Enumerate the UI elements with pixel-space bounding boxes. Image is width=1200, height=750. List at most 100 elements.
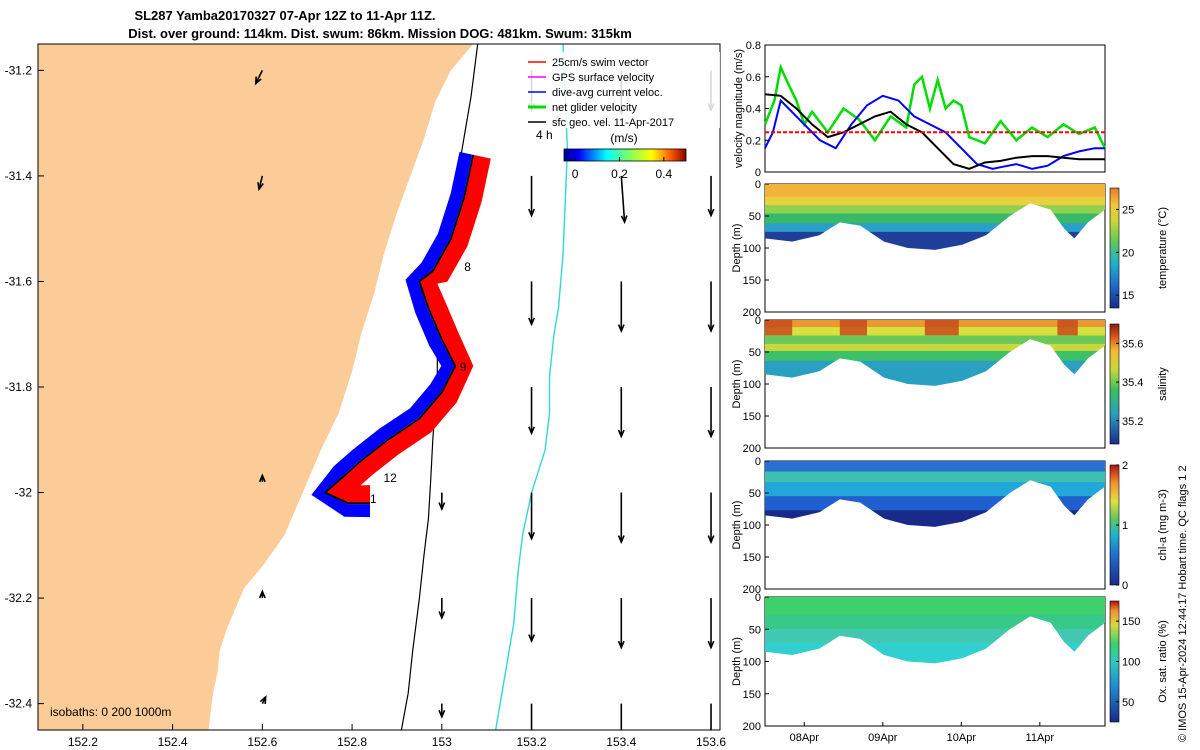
legend-label-0: 25cm/s swim vector [552,57,649,69]
section-2-y-tick-2: 100 [743,520,761,532]
section-0-y-tick-1: 50 [749,211,761,223]
map-x-tick-4: 153 [432,735,452,749]
vel-y-tick-1: 0.2 [746,135,761,147]
isobaths-label: isobaths: 0 200 1000m [50,705,171,719]
section-0-cbar-label: temperature (°C) [1157,207,1169,289]
vel-ylabel: velocity magnitude (m/s) [733,49,745,168]
sfc-geo-arrow-9 [617,281,625,334]
land-area [38,44,474,730]
section-1-cbar-tick-0: 35.2 [1122,416,1143,428]
sfc-geo-arrow-17 [707,492,715,545]
section-3-y-tick-0: 0 [755,592,761,604]
legend-item-4: sfc geo. vel. 11-Apr-2017 [528,117,674,129]
map-y-tick-5: -32.2 [5,591,33,605]
legend-item-2: dive-avg current veloc. [528,87,663,99]
section-1-cbar-label: salinity [1157,367,1169,401]
section-2-cbar-tick-1: 1 [1122,520,1128,532]
map-colorbar: (m/s) 0 0.2 0.4 [563,131,687,181]
isobath-1000m [495,44,569,730]
map-cbar-tick-1: 0.2 [611,167,628,181]
legend-label-3: net glider velocity [552,102,637,114]
map-colorbar-label: (m/s) [610,131,637,145]
section-1-band-3 [765,343,1105,352]
map-cbar-tick-0: 0 [572,167,579,181]
sfc-geo-arrow-21 [707,598,715,650]
map-y-tick-4: -32 [15,486,33,500]
map-y-ticks: -31.2 -31.4 -31.6 -31.8 -32 -32.2 -32.4 [5,63,44,711]
section-0-y-tick-4: 200 [743,307,761,319]
velocity-series-1 [764,94,1105,170]
section-1-cbar-tick-2: 35.6 [1122,338,1143,350]
salinity-patch-1 [839,320,867,336]
section-3-cbar-tick-2: 150 [1122,616,1140,628]
track-label-2: 12 [383,471,397,485]
section-1-y-tick-2: 100 [743,379,761,391]
map-y-tick-0: -31.2 [5,63,33,77]
section-2-band-1 [765,471,1105,484]
section-0-band-1 [765,196,1105,207]
legend-label-1: GPS surface velocity [552,72,655,84]
sfc-geo-arrow-13 [707,387,715,439]
vel-y-tick-2: 0.4 [746,104,761,116]
section-panel-3: 0 50 100 150 200 Depth (m) 50 100 150 Ox. sat. ra… [731,592,1169,744]
map-panel: 8 9 12 1 4 h 152.2 152.4 152.6 152.8 153 153.2 153… [5,43,726,749]
track-label-3: 1 [370,492,377,506]
section-2-cbar-tick-2: 2 [1122,460,1128,472]
section-0-band-3 [765,213,1105,225]
section-0-band-0 [765,184,1105,198]
section-3-cbar-tick-1: 100 [1122,657,1140,669]
map-cbar-tick-2: 0.4 [655,167,672,181]
section-2-ylabel: Depth (m) [731,501,743,550]
title-line-2: Dist. over ground: 114km. Dist. swum: 86… [128,26,632,41]
glider-track-group [311,151,491,518]
section-panel-0: 0 50 100 150 200 Depth (m) 15 20 25 temperature (… [731,179,1169,319]
section-1-y-tick-0: 0 [755,315,761,327]
section-2-y-tick-4: 200 [743,584,761,596]
section-1-y-tick-3: 150 [743,411,761,423]
sfc-geo-arrow-11 [528,387,536,436]
velocity-frame [764,44,1106,173]
map-x-tick-6: 153.4 [606,735,636,749]
section-3-y-tick-4: 200 [743,721,761,733]
legend-item-3: net glider velocity [528,102,637,114]
sfc-geo-arrow-23 [530,703,533,730]
map-y-tick-3: -31.8 [5,380,33,394]
section-1-cbar-tick-1: 35.4 [1122,377,1143,389]
sfc-geo-arrow-5 [528,175,536,218]
section-1-colorbar [1109,323,1120,445]
section-3-y-tick-1: 50 [749,624,761,636]
section-0-cbar-tick-0: 15 [1122,290,1134,302]
section-panel-1: 0 50 100 150 200 Depth (m) 35.2 35.4 35.6 salinit… [731,315,1169,455]
section-1-ylabel: Depth (m) [731,360,743,409]
sfc-geo-arrow-6 [620,175,628,225]
legend-item-0: 25cm/s swim vector [528,57,649,69]
section-2-y-tick-0: 0 [755,456,761,468]
map-x-tick-3: 152.8 [337,735,367,749]
map-x-tick-1: 152.4 [158,735,188,749]
section-3-ylabel: Depth (m) [731,637,743,686]
track-label-1: 9 [460,360,467,374]
map-colorbar-ticks: 0 0.2 0.4 [572,157,672,181]
section-3-y-tick-2: 100 [743,657,761,669]
section-2-cbar-label: chl-a (mg m-3) [1157,489,1169,561]
map-x-tick-2: 152.6 [247,735,277,749]
sfc-geo-arrow-19 [528,598,536,644]
section-1-band-4 [765,350,1105,362]
map-x-tick-0: 152.2 [68,735,98,749]
map-y-tick-1: -31.4 [5,169,33,183]
sfc-geo-arrow-12 [617,387,625,439]
map-y-tick-6: -32.4 [5,697,33,711]
sfc-geo-arrow-27 [258,589,266,599]
footer-credit: © IMOS 15-Apr-2024 12:44:17 Hobart time.… [1177,465,1189,742]
section-2-y-tick-1: 50 [749,488,761,500]
section-0-y-tick-3: 150 [743,275,761,287]
sfc-geo-arrow-20 [617,598,625,650]
sfc-geo-arrow-18 [438,598,446,620]
section-1-y-tick-4: 200 [743,443,761,455]
section-0-ylabel: Depth (m) [731,224,743,273]
map-y-tick-2: -31.6 [5,274,33,288]
sfc-geo-arrow-10 [707,281,715,334]
title-line-1: SL287 Yamba20170327 07-Apr 12Z to 11-Apr… [134,8,435,23]
